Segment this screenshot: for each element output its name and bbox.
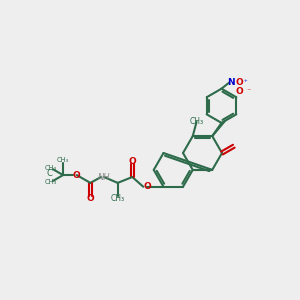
Text: O: O — [86, 194, 94, 203]
Text: N: N — [227, 78, 234, 87]
Text: ⁻: ⁻ — [246, 87, 251, 96]
Text: CH₃: CH₃ — [57, 158, 69, 164]
Text: CH₃: CH₃ — [111, 194, 125, 203]
Text: O: O — [128, 157, 136, 166]
Text: O: O — [235, 87, 243, 96]
Text: O: O — [73, 171, 81, 180]
Text: O: O — [143, 182, 151, 191]
Text: CH₃: CH₃ — [190, 118, 204, 127]
Text: C: C — [46, 169, 52, 178]
Text: NH: NH — [98, 172, 110, 182]
Text: CH₃: CH₃ — [44, 179, 56, 185]
Text: ⁺: ⁺ — [244, 80, 248, 86]
Text: CH₃: CH₃ — [44, 165, 56, 171]
Text: O: O — [235, 78, 243, 87]
